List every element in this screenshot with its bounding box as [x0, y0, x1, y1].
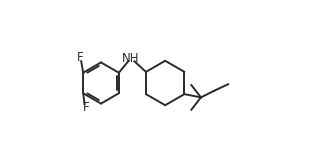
- Text: F: F: [83, 101, 90, 114]
- Text: F: F: [77, 51, 84, 64]
- Text: NH: NH: [122, 52, 139, 65]
